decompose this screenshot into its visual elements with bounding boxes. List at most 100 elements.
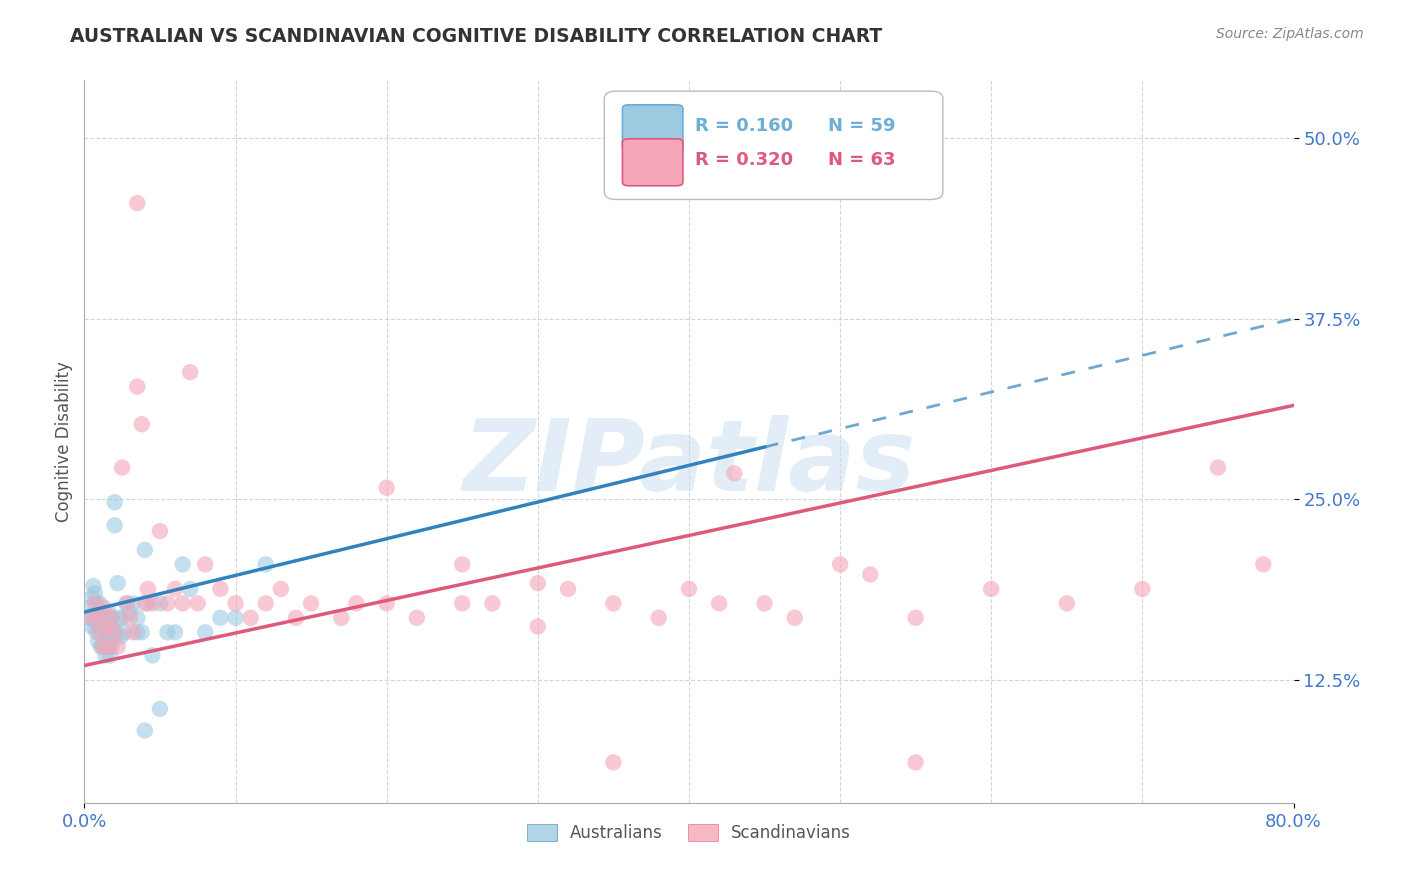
Point <box>84 596 107 610</box>
Point <box>90 611 112 625</box>
Point <box>87 605 110 619</box>
Point <box>82 579 104 593</box>
Point <box>141 648 163 663</box>
Point <box>225 596 247 610</box>
Point <box>209 582 232 596</box>
Point <box>93 611 115 625</box>
Point <box>194 558 217 572</box>
Point <box>330 611 353 625</box>
Point <box>91 615 114 630</box>
Point <box>165 582 187 596</box>
Point <box>149 596 172 610</box>
Point <box>134 596 156 610</box>
Point <box>1130 582 1153 596</box>
Point <box>82 607 104 622</box>
Point <box>121 625 143 640</box>
Point <box>127 379 149 393</box>
Point <box>131 417 153 432</box>
Point <box>1056 596 1078 610</box>
Point <box>93 600 115 615</box>
Point <box>105 625 128 640</box>
Point <box>187 596 209 610</box>
Point <box>156 596 179 610</box>
Point <box>254 558 277 572</box>
Point <box>115 596 138 610</box>
Point <box>127 611 149 625</box>
Point <box>254 596 277 610</box>
Point <box>602 756 624 770</box>
Point <box>96 619 118 633</box>
Point <box>104 518 127 533</box>
Point <box>149 524 172 538</box>
Point <box>98 648 121 663</box>
Text: ZIPatlas: ZIPatlas <box>463 415 915 512</box>
Point <box>859 567 882 582</box>
Point <box>527 576 550 591</box>
Point <box>557 582 579 596</box>
Point <box>112 625 135 640</box>
Point <box>89 596 111 610</box>
Point <box>783 611 806 625</box>
Point <box>107 576 129 591</box>
Point <box>110 630 132 644</box>
Point <box>86 596 108 610</box>
Point <box>107 640 129 654</box>
Point <box>1206 460 1229 475</box>
Point <box>136 582 159 596</box>
Point <box>149 702 172 716</box>
Point <box>481 596 503 610</box>
Text: N = 59: N = 59 <box>828 118 896 136</box>
Point <box>156 625 179 640</box>
Text: N = 63: N = 63 <box>828 152 896 169</box>
Point <box>904 611 927 625</box>
Point <box>84 615 107 630</box>
Point <box>285 611 308 625</box>
Y-axis label: Cognitive Disability: Cognitive Disability <box>55 361 73 522</box>
Point <box>179 365 201 379</box>
Point <box>270 582 292 596</box>
Point <box>527 619 550 633</box>
Point <box>80 619 103 633</box>
Point <box>165 625 187 640</box>
Point <box>709 596 731 610</box>
Point <box>172 558 194 572</box>
Point <box>100 611 122 625</box>
Point <box>87 611 110 625</box>
Point <box>104 495 127 509</box>
Point <box>118 611 141 625</box>
Point <box>121 596 143 610</box>
Point <box>299 596 322 610</box>
Point <box>904 756 927 770</box>
Point <box>94 648 117 663</box>
Point <box>98 619 121 633</box>
Point <box>754 596 776 610</box>
Text: Source: ZipAtlas.com: Source: ZipAtlas.com <box>1216 27 1364 41</box>
FancyBboxPatch shape <box>623 105 683 152</box>
Point <box>830 558 852 572</box>
Point <box>141 596 163 610</box>
Point <box>100 611 122 625</box>
Point <box>451 596 474 610</box>
Point <box>131 625 153 640</box>
Point <box>84 586 107 600</box>
Point <box>91 640 114 654</box>
Point <box>239 611 262 625</box>
Point <box>134 542 156 557</box>
Point <box>111 611 134 625</box>
Point <box>87 634 110 648</box>
Legend: Australians, Scandinavians: Australians, Scandinavians <box>520 817 858 848</box>
Point <box>96 634 118 648</box>
Point <box>97 605 120 619</box>
Text: R = 0.320: R = 0.320 <box>695 152 793 169</box>
Point <box>648 611 671 625</box>
Point <box>89 619 111 633</box>
Point <box>89 625 111 640</box>
Point <box>108 611 131 625</box>
Point <box>91 640 114 654</box>
Point <box>406 611 429 625</box>
Point <box>678 582 700 596</box>
Point <box>80 611 103 625</box>
Point <box>127 196 149 211</box>
FancyBboxPatch shape <box>605 91 943 200</box>
Point <box>94 625 117 640</box>
